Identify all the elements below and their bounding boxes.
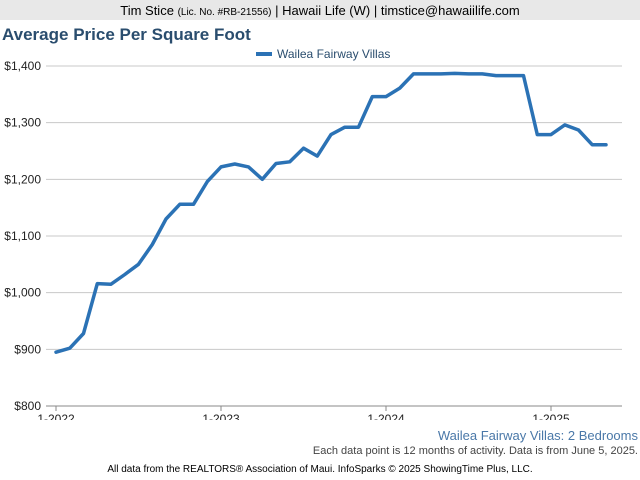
chart-subtitle: Wailea Fairway Villas: 2 Bedrooms [437,428,638,443]
x-tick-label: 1-2024 [367,412,405,420]
legend-label: Wailea Fairway Villas [277,47,390,61]
axes: $800 $900 $1,000 $1,100 $1,200 $1,300 $1,400 1-… [4,59,570,420]
y-tick-label: $900 [14,342,41,356]
series-layer [54,71,608,354]
footer-credit: All data from the REALTORS® Association … [107,464,533,475]
y-tick-label: $1,000 [4,286,41,300]
agent-name: Tim Stice [120,3,174,18]
y-tick-label: $1,100 [4,229,41,243]
x-tick-label: 1-2025 [532,412,570,420]
y-tick-label: $1,400 [4,59,41,73]
grid [46,65,622,407]
y-tick-label: $1,300 [4,116,41,130]
y-tick-label: $1,200 [4,172,41,186]
price-chart: $800 $900 $1,000 $1,100 $1,200 $1,300 $1,400 1-… [4,47,622,420]
y-tick-label: $800 [14,399,41,413]
agent-contact: | Hawaii Life (W) | timstice@hawaiilife.… [275,3,520,18]
x-tick-label: 1-2022 [37,412,75,420]
agent-header: Tim Stice (Lic. No. #RB-21556) | Hawaii … [0,0,640,20]
series-line [54,71,608,354]
agent-license: (Lic. No. #RB-21556) [177,7,272,18]
x-tick-label: 1-2023 [202,412,240,420]
legend: Wailea Fairway Villas [256,47,390,61]
chart-title: Average Price Per Square Foot [2,25,251,44]
data-note: Each data point is 12 months of activity… [312,445,638,457]
